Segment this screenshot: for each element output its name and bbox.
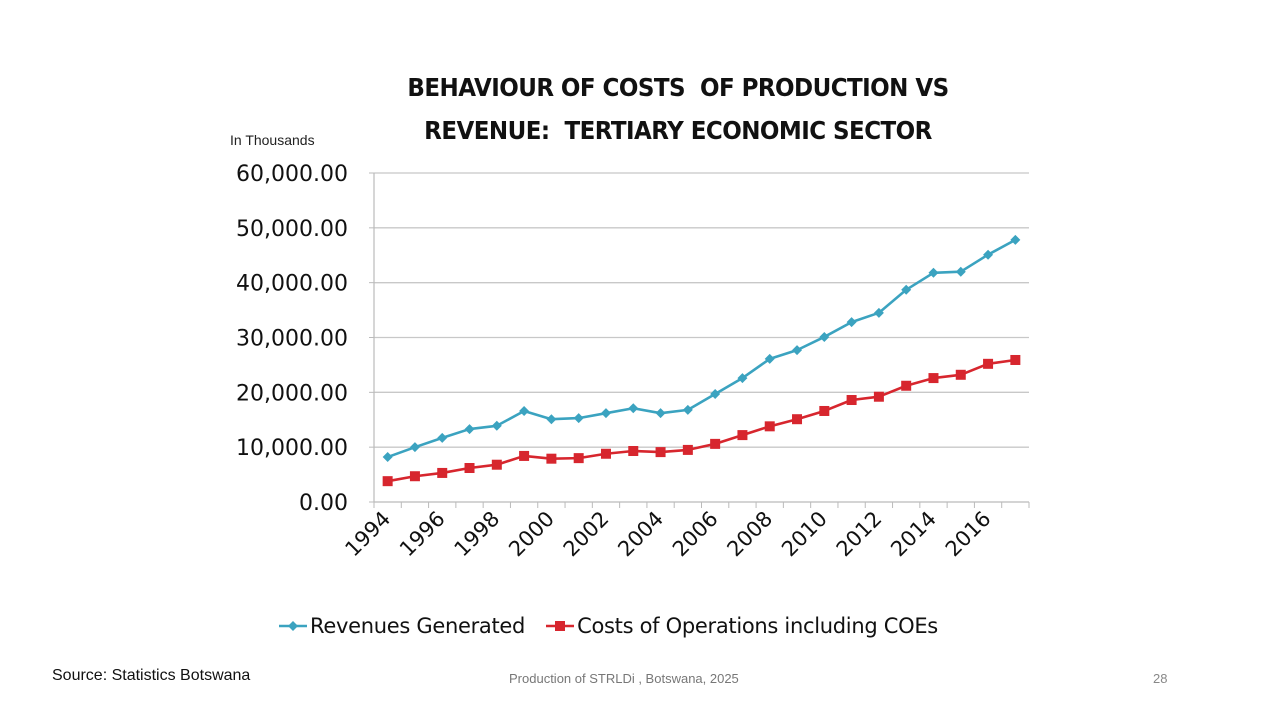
data-point	[901, 284, 912, 295]
data-point	[409, 471, 420, 482]
series-costs	[382, 354, 1021, 487]
x-tick-label: 2004	[613, 507, 668, 562]
x-tick-label: 1994	[340, 507, 395, 562]
data-point	[873, 391, 884, 402]
data-point	[983, 249, 994, 260]
y-tick-label: 20,000.00	[236, 381, 348, 406]
data-point	[573, 453, 584, 464]
square-marker-icon	[546, 621, 575, 631]
data-point	[519, 405, 530, 416]
page-number: 28	[1153, 671, 1168, 686]
chart-title: BEHAVIOUR OF COSTS OF PRODUCTION VS REVE…	[54, 66, 1266, 152]
data-point	[955, 369, 966, 380]
x-tick-label: 2006	[668, 507, 723, 562]
x-tick-label: 2008	[722, 507, 777, 562]
data-point	[600, 448, 611, 459]
data-point	[437, 432, 448, 443]
data-point	[464, 463, 475, 474]
data-point	[846, 317, 857, 328]
data-point	[846, 395, 857, 406]
x-tick-label: 2010	[777, 507, 832, 562]
y-tick-label: 60,000.00	[236, 162, 348, 187]
data-point	[382, 452, 393, 463]
chart-title-line-1: BEHAVIOUR OF COSTS OF PRODUCTION VS	[407, 73, 949, 102]
data-point	[464, 424, 475, 435]
y-tick-label: 0.00	[299, 491, 348, 516]
series-line	[387, 358, 1016, 483]
data-point	[628, 403, 639, 414]
x-tick-label: 2000	[504, 507, 559, 562]
x-tick-label: 1996	[395, 507, 450, 562]
y-tick-label: 30,000.00	[236, 327, 348, 352]
data-point	[928, 267, 939, 278]
chart-title-line-2: REVENUE: TERTIARY ECONOMIC SECTOR	[424, 116, 932, 145]
x-tick-label: 2002	[559, 507, 614, 562]
data-point	[873, 307, 884, 318]
data-point	[682, 404, 693, 415]
y-tick-label: 10,000.00	[236, 436, 348, 461]
data-point	[764, 421, 775, 432]
data-point	[600, 408, 611, 419]
data-point	[819, 405, 830, 416]
data-point	[519, 450, 530, 461]
data-point	[682, 444, 693, 455]
data-point	[819, 331, 830, 342]
data-point	[983, 358, 994, 369]
source-note: Source: Statistics Botswana	[52, 667, 251, 684]
y-axis: 0.00 10,000.00 20,000.00 30,000.00 40,000.00…	[236, 162, 375, 516]
y-tick-label: 40,000.00	[236, 272, 348, 297]
x-tick-label: 2012	[832, 507, 887, 562]
diamond-marker-icon	[279, 621, 307, 631]
data-point	[437, 467, 448, 478]
data-point	[382, 476, 393, 487]
data-point	[901, 380, 912, 391]
y-axis-unit-label: In Thousands	[230, 132, 315, 148]
legend-label-costs: Costs of Operations including COEs	[577, 614, 938, 638]
data-point	[928, 373, 939, 384]
gridlines	[374, 172, 1029, 448]
data-point	[491, 459, 502, 470]
data-point	[792, 345, 803, 356]
x-axis: 1994 1996 1998 2000 2002 2004 2006 2008 2010 2012…	[340, 501, 1030, 562]
series-group	[382, 234, 1021, 487]
legend: Revenues Generated Costs of Operations i…	[278, 614, 958, 638]
data-point	[955, 266, 966, 277]
data-point	[655, 447, 666, 458]
x-tick-label: 2016	[941, 507, 996, 562]
data-point	[409, 442, 420, 453]
x-tick-label: 2014	[886, 507, 941, 562]
data-point	[737, 373, 748, 384]
footer-text: Production of STRLDi , Botswana, 2025	[509, 671, 739, 686]
x-tick-label: 1998	[450, 507, 505, 562]
data-point	[792, 414, 803, 425]
series-revenues	[382, 234, 1021, 463]
data-point	[628, 446, 639, 457]
legend-item-costs: Costs of Operations including COEs	[545, 614, 938, 638]
data-point	[710, 388, 721, 399]
data-point	[1010, 234, 1021, 245]
data-point	[655, 408, 666, 419]
data-point	[573, 413, 584, 424]
data-point	[764, 353, 775, 364]
data-point	[546, 414, 557, 425]
data-point	[1010, 354, 1021, 365]
y-tick-label: 50,000.00	[236, 217, 348, 242]
data-point	[737, 430, 748, 441]
legend-label-revenues: Revenues Generated	[310, 614, 526, 638]
data-point	[710, 438, 721, 449]
data-point	[491, 420, 502, 431]
legend-item-revenues: Revenues Generated	[278, 614, 525, 638]
data-point	[546, 453, 557, 464]
series-line	[387, 238, 1016, 459]
